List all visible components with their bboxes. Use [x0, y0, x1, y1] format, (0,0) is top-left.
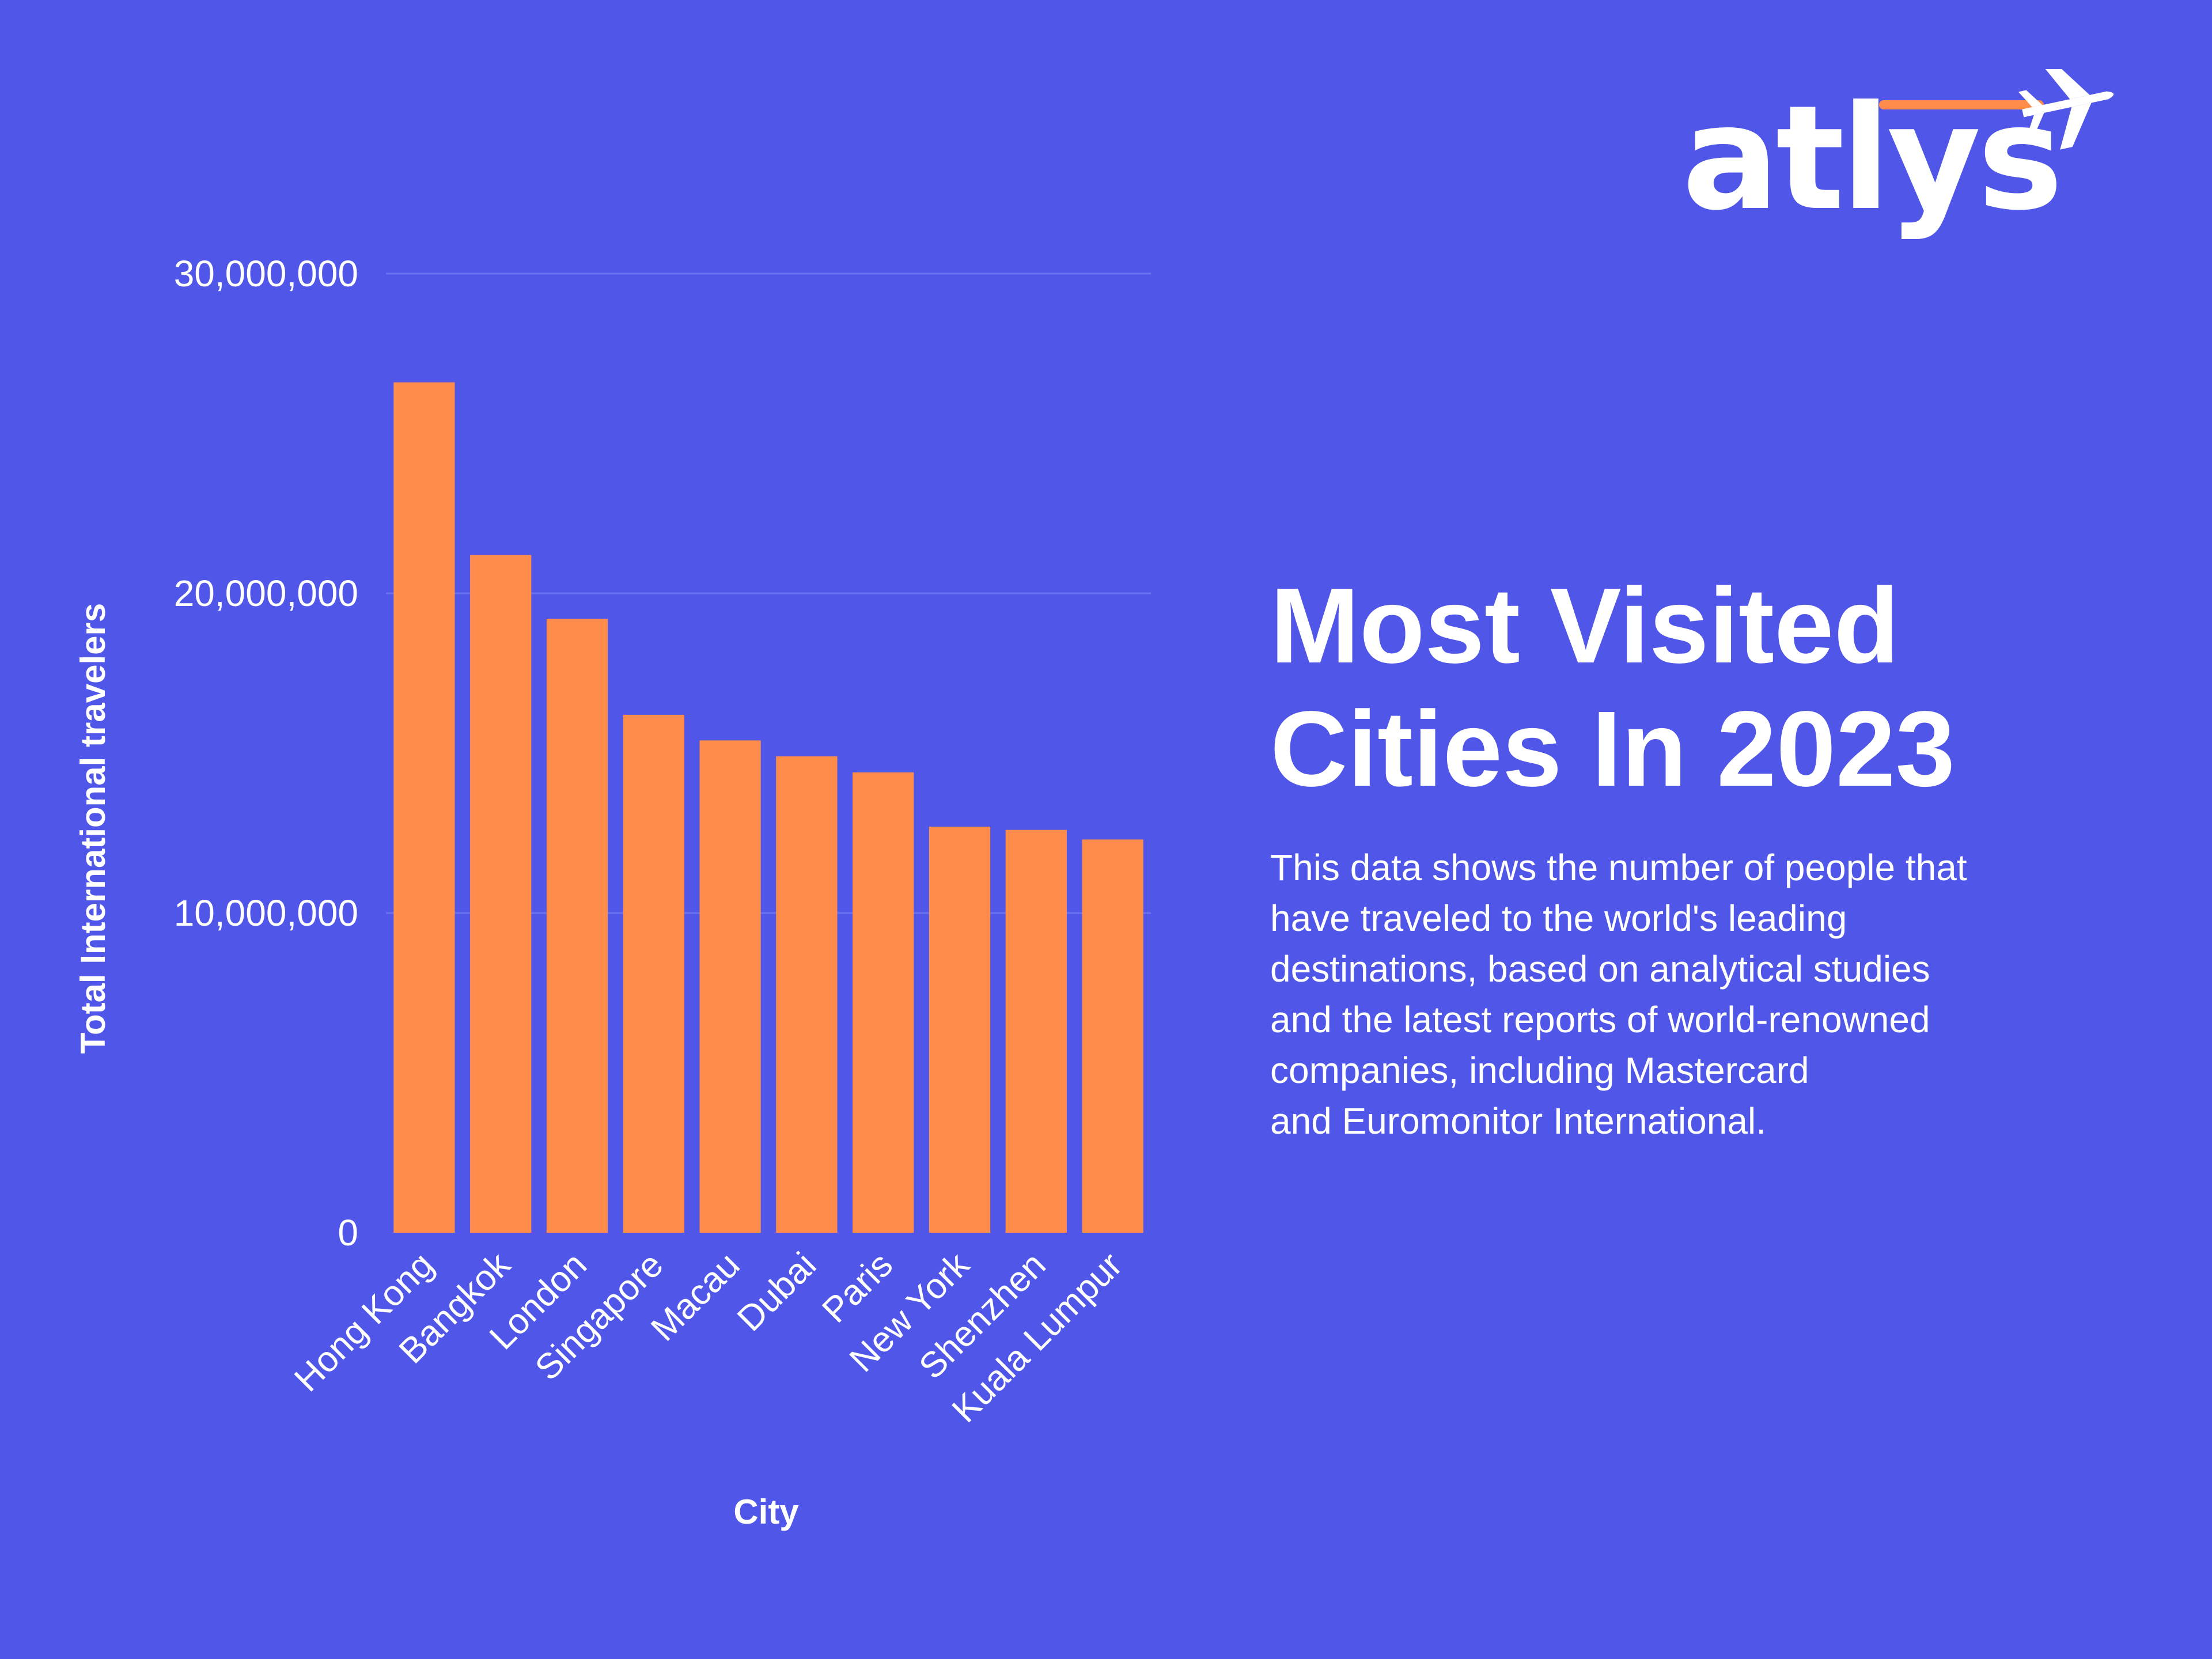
description-line: destinations, based on analytical studie… — [1270, 948, 1930, 990]
bar — [393, 382, 455, 1233]
description-line: companies, including Mastercard — [1270, 1050, 1809, 1091]
airplane-icon — [1879, 69, 2114, 150]
bar — [623, 714, 684, 1233]
bar — [776, 756, 838, 1233]
x-axis-title: City — [733, 1493, 799, 1531]
headline: Most Visited Cities In 2023 — [1270, 565, 2134, 811]
brand-name: atlys — [1682, 74, 2063, 242]
bar — [929, 827, 991, 1233]
bar — [699, 740, 761, 1233]
bars — [393, 382, 1143, 1233]
description-line: This data shows the number of people tha… — [1270, 847, 1967, 888]
bar — [853, 772, 914, 1233]
y-tick-label: 20,000,000 — [174, 573, 358, 614]
bar — [546, 619, 608, 1233]
x-tick-label: Macau — [643, 1245, 747, 1349]
bar — [1005, 830, 1067, 1233]
x-tick-label: Dubai — [730, 1245, 824, 1339]
description: This data shows the number of people tha… — [1270, 842, 2019, 1146]
headline-line-1: Most Visited — [1270, 566, 1900, 685]
headline-line-2: Cities In 2023 — [1270, 690, 1955, 809]
y-axis-title: Total International travelers — [74, 603, 112, 1054]
bar — [1082, 839, 1143, 1233]
description-line: and the latest reports of world-renowned — [1270, 999, 1930, 1040]
y-tick-label: 0 — [338, 1212, 358, 1253]
description-line: and Euromonitor International. — [1270, 1100, 1766, 1142]
y-tick-label: 10,000,000 — [174, 892, 358, 934]
x-axis-ticks: Hong KongBangkokLondonSingaporeMacauDuba… — [287, 1244, 1130, 1430]
y-tick-label: 30,000,000 — [174, 253, 358, 294]
y-axis-ticks: 0 10,000,000 20,000,000 30,000,000 — [174, 253, 358, 1253]
description-line: have traveled to the world's leading — [1270, 897, 1847, 939]
bar — [470, 555, 532, 1233]
atlys-logo: atlys — [1682, 69, 2120, 265]
